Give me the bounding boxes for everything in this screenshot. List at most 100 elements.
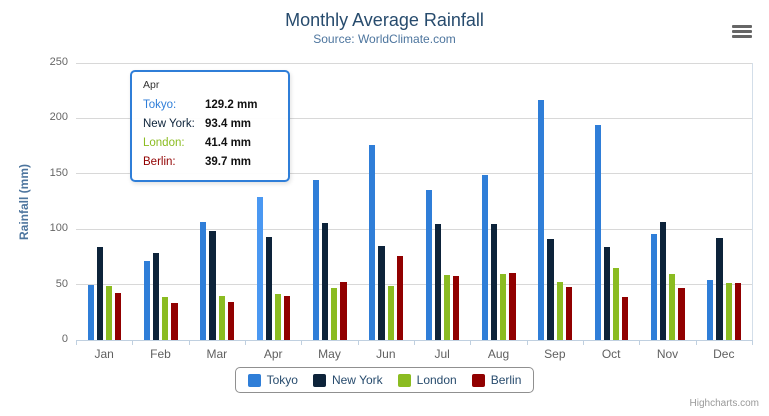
bar-london-jul[interactable]	[443, 275, 451, 340]
bar-london-sep[interactable]	[556, 282, 563, 340]
x-tick-mark	[639, 340, 641, 345]
tooltip-series-value: 41.4 mm	[205, 137, 252, 149]
legend-label: London	[416, 373, 457, 387]
chart-title: Monthly Average Rainfall	[285, 10, 484, 30]
bar-new-york-may[interactable]	[322, 223, 329, 340]
chart-subtitle: Source: WorldClimate.com	[313, 32, 456, 46]
bar-london-feb[interactable]	[162, 297, 169, 340]
x-tick-mark	[188, 340, 190, 345]
bar-tokyo-nov[interactable]	[650, 234, 658, 340]
bar-berlin-nov[interactable]	[678, 288, 685, 340]
bar-london-nov[interactable]	[669, 274, 676, 340]
x-tick-label: Jun	[376, 347, 396, 361]
bar-tokyo-apr[interactable]	[256, 197, 263, 340]
x-tick-mark	[526, 340, 528, 345]
tooltip-row: New York: 93.4 mm	[143, 115, 277, 134]
y-tick-label: 150	[49, 166, 68, 179]
bar-berlin-mar[interactable]	[227, 302, 235, 340]
bar-tokyo-dec[interactable]	[707, 280, 714, 340]
bar-london-aug[interactable]	[500, 274, 507, 340]
bar-new-york-jul[interactable]	[434, 224, 441, 340]
bar-new-york-aug[interactable]	[491, 224, 498, 340]
bar-berlin-jan[interactable]	[115, 293, 122, 340]
bar-berlin-apr[interactable]	[284, 296, 291, 340]
y-tick-label: 0	[61, 333, 68, 345]
hamburger-icon	[732, 34, 752, 38]
x-tick-mark	[583, 340, 584, 345]
legend-box: Tokyo New York London Berlin	[234, 367, 535, 393]
bar-berlin-aug[interactable]	[509, 273, 516, 340]
bar-tokyo-sep[interactable]	[538, 100, 545, 340]
bar-berlin-jun[interactable]	[396, 256, 404, 340]
bar-london-jan[interactable]	[105, 286, 113, 340]
y-gridline	[76, 228, 752, 230]
context-menu-button[interactable]	[731, 22, 753, 40]
legend-symbol-icon	[247, 373, 261, 387]
bar-london-oct[interactable]	[612, 268, 620, 340]
x-tick-label: Aug	[487, 347, 510, 361]
bar-tokyo-oct[interactable]	[594, 125, 601, 340]
bar-tokyo-jul[interactable]	[425, 190, 432, 340]
x-tick-label: Apr	[263, 347, 283, 361]
bar-new-york-jan[interactable]	[96, 247, 103, 340]
tooltip-header: Apr	[143, 79, 160, 91]
bar-new-york-nov[interactable]	[660, 222, 667, 340]
bar-london-dec[interactable]	[725, 283, 732, 340]
bar-berlin-may[interactable]	[340, 282, 347, 340]
plot-right-border	[751, 63, 753, 340]
legend-item-tokyo[interactable]: Tokyo	[247, 373, 298, 387]
bar-berlin-sep[interactable]	[565, 287, 573, 340]
bar-new-york-mar[interactable]	[209, 231, 216, 340]
tooltip-series-value: 39.7 mm	[205, 156, 252, 168]
bar-new-york-apr[interactable]	[265, 237, 272, 340]
legend: Tokyo New York London Berlin	[0, 367, 769, 393]
bar-london-mar[interactable]	[218, 296, 225, 340]
tooltip: Apr Tokyo: 129.2 mm New York: 93.4 mm London…	[130, 70, 290, 182]
x-tick-mark	[470, 340, 472, 345]
bar-berlin-jul[interactable]	[453, 276, 460, 340]
bar-tokyo-aug[interactable]	[481, 175, 489, 340]
y-tick-label: 50	[55, 277, 68, 290]
legend-label: Tokyo	[266, 373, 298, 387]
bar-new-york-sep[interactable]	[547, 239, 554, 340]
bar-new-york-jun[interactable]	[378, 246, 385, 340]
bar-tokyo-jun[interactable]	[369, 145, 376, 340]
tooltip-series-name: Berlin:	[143, 156, 176, 168]
legend-symbol-icon	[397, 373, 411, 387]
tooltip-rows: Tokyo: 129.2 mm New York: 93.4 mm London: 41.…	[143, 96, 277, 172]
tooltip-row: London: 41.4 mm	[143, 134, 277, 153]
legend-item-new-york[interactable]: New York	[312, 373, 383, 387]
hamburger-icon	[732, 29, 752, 33]
y-gridline	[76, 62, 752, 64]
bar-tokyo-may[interactable]	[312, 180, 320, 340]
x-tick-label: Oct	[601, 347, 621, 361]
bar-tokyo-mar[interactable]	[200, 222, 207, 340]
legend-item-berlin[interactable]: Berlin	[471, 373, 521, 387]
bar-london-apr[interactable]	[274, 294, 282, 340]
bar-berlin-feb[interactable]	[171, 303, 178, 340]
x-tick-mark	[301, 340, 303, 345]
x-tick-mark	[414, 340, 415, 345]
x-tick-mark	[245, 340, 246, 345]
bar-new-york-feb[interactable]	[153, 253, 160, 340]
tooltip-series-name: Tokyo:	[143, 99, 177, 111]
y-axis-title: Rainfall (mm)	[17, 164, 31, 241]
bar-new-york-oct[interactable]	[603, 247, 610, 340]
y-gridline	[76, 173, 752, 175]
bar-new-york-dec[interactable]	[716, 238, 723, 340]
x-tick-label: Jul	[434, 347, 450, 361]
bar-london-jun[interactable]	[387, 286, 394, 340]
bar-berlin-dec[interactable]	[734, 283, 742, 340]
x-tick-mark	[695, 340, 697, 345]
bar-tokyo-feb[interactable]	[143, 261, 151, 340]
tooltip-row: Berlin: 39.7 mm	[143, 153, 277, 172]
x-tick-label: Dec	[713, 347, 735, 361]
bar-tokyo-jan[interactable]	[87, 285, 94, 340]
tooltip-series-value: 129.2 mm	[205, 99, 258, 111]
legend-item-london[interactable]: London	[397, 373, 457, 387]
x-tick-label: Sep	[544, 347, 566, 361]
bar-berlin-oct[interactable]	[622, 297, 629, 340]
bar-london-may[interactable]	[331, 288, 338, 340]
highcharts-credits[interactable]: Highcharts.com	[689, 398, 759, 409]
